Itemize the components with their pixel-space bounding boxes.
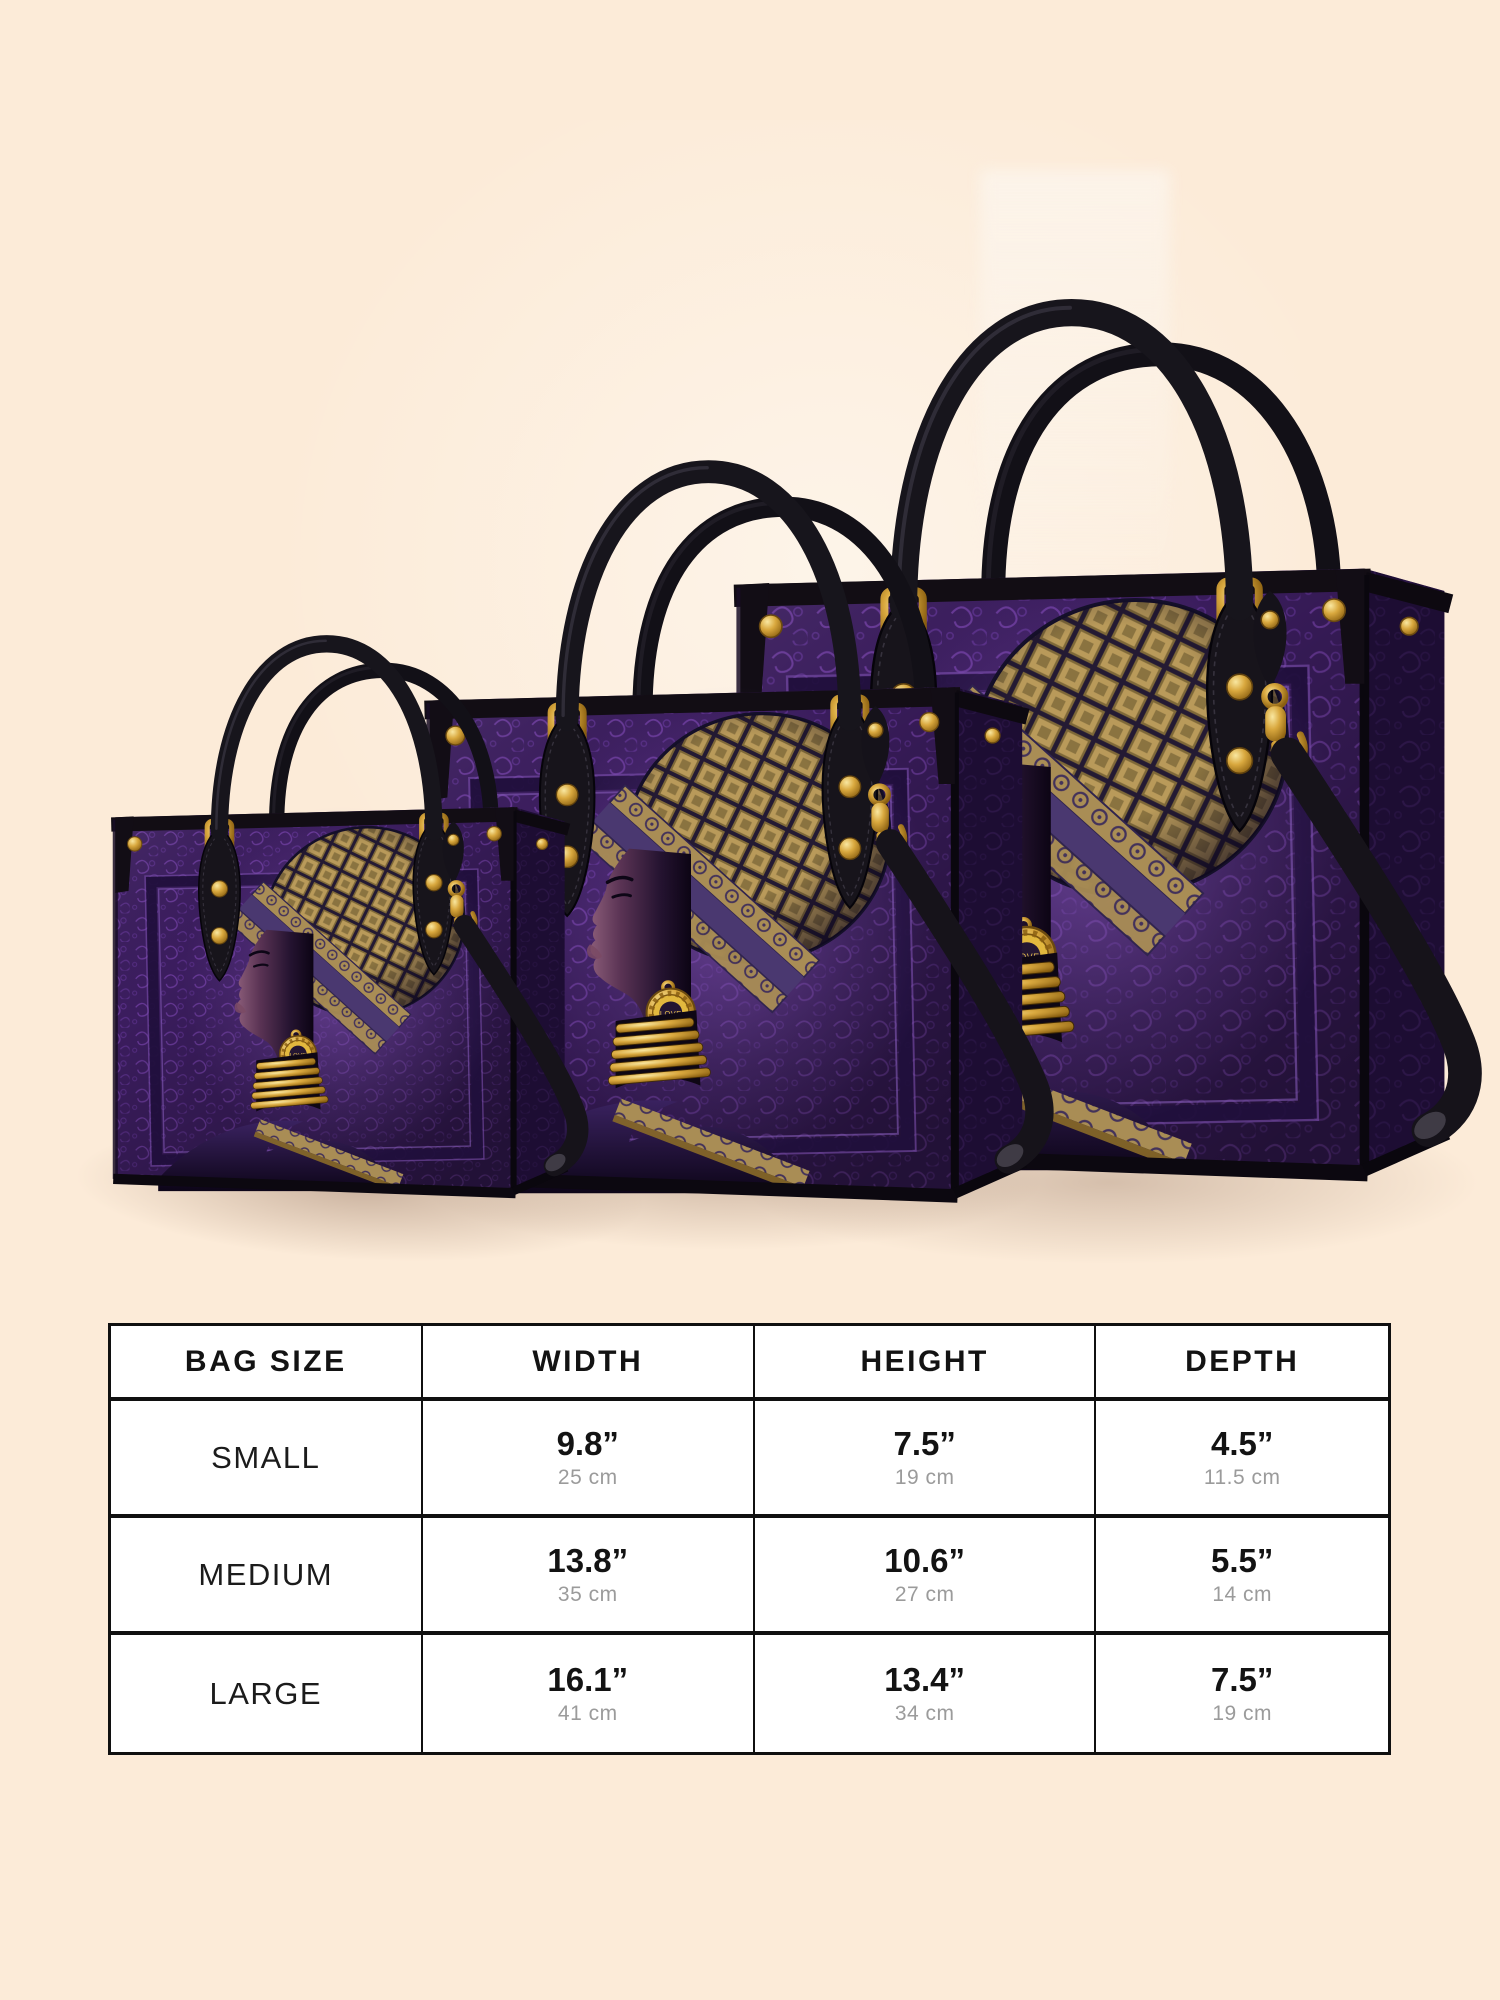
value-cm: 14 cm	[1212, 1583, 1273, 1606]
row-large-height: 13.4” 34 cm	[755, 1635, 1097, 1752]
value-cm: 27 cm	[894, 1583, 955, 1606]
value-cm: 41 cm	[557, 1702, 618, 1725]
size-label: LARGE	[209, 1675, 323, 1711]
value-cm: 19 cm	[894, 1466, 955, 1489]
value-inches: 10.6”	[884, 1542, 966, 1579]
bag-small	[101, 627, 632, 1261]
row-large-label: LARGE	[111, 1635, 423, 1752]
row-medium-depth: 5.5” 14 cm	[1096, 1518, 1388, 1635]
value-cm: 35 cm	[557, 1583, 618, 1606]
row-large-width: 16.1” 41 cm	[423, 1635, 755, 1752]
row-medium-height: 10.6” 27 cm	[754, 1518, 1097, 1635]
value-cm: 34 cm	[894, 1702, 955, 1725]
size-label: MEDIUM	[198, 1556, 334, 1592]
value-inches: 16.1”	[547, 1661, 629, 1698]
value-cm: 19 cm	[1212, 1702, 1273, 1725]
value-cm: 11.5 cm	[1203, 1466, 1281, 1489]
size-label: SMALL	[211, 1439, 321, 1475]
row-medium-label: MEDIUM	[111, 1518, 423, 1635]
value-cm: 25 cm	[557, 1466, 618, 1489]
column-header-depth: DEPTH	[1096, 1326, 1388, 1401]
row-small-height: 7.5” 19 cm	[754, 1401, 1097, 1518]
value-inches: 7.5”	[893, 1425, 956, 1462]
value-inches: 13.8”	[547, 1542, 629, 1579]
row-small-label: SMALL	[111, 1401, 423, 1518]
column-header-bag-size: BAG SIZE	[111, 1326, 423, 1401]
value-inches: 7.5”	[1210, 1661, 1274, 1698]
row-large-depth: 7.5” 19 cm	[1096, 1635, 1388, 1752]
column-header-width: WIDTH	[422, 1326, 755, 1401]
value-inches: 13.4”	[884, 1661, 966, 1698]
size-chart-table: BAG SIZE WIDTH HEIGHT DEPTH SMALL 9.8” 2…	[108, 1323, 1391, 1755]
value-inches: 4.5”	[1210, 1425, 1274, 1462]
row-small-width: 9.8” 25 cm	[422, 1401, 755, 1518]
row-small-depth: 4.5” 11.5 cm	[1096, 1401, 1388, 1518]
row-medium-width: 13.8” 35 cm	[422, 1518, 755, 1635]
value-inches: 9.8”	[556, 1425, 619, 1462]
value-inches: 5.5”	[1210, 1542, 1274, 1579]
column-header-height: HEIGHT	[754, 1326, 1097, 1401]
